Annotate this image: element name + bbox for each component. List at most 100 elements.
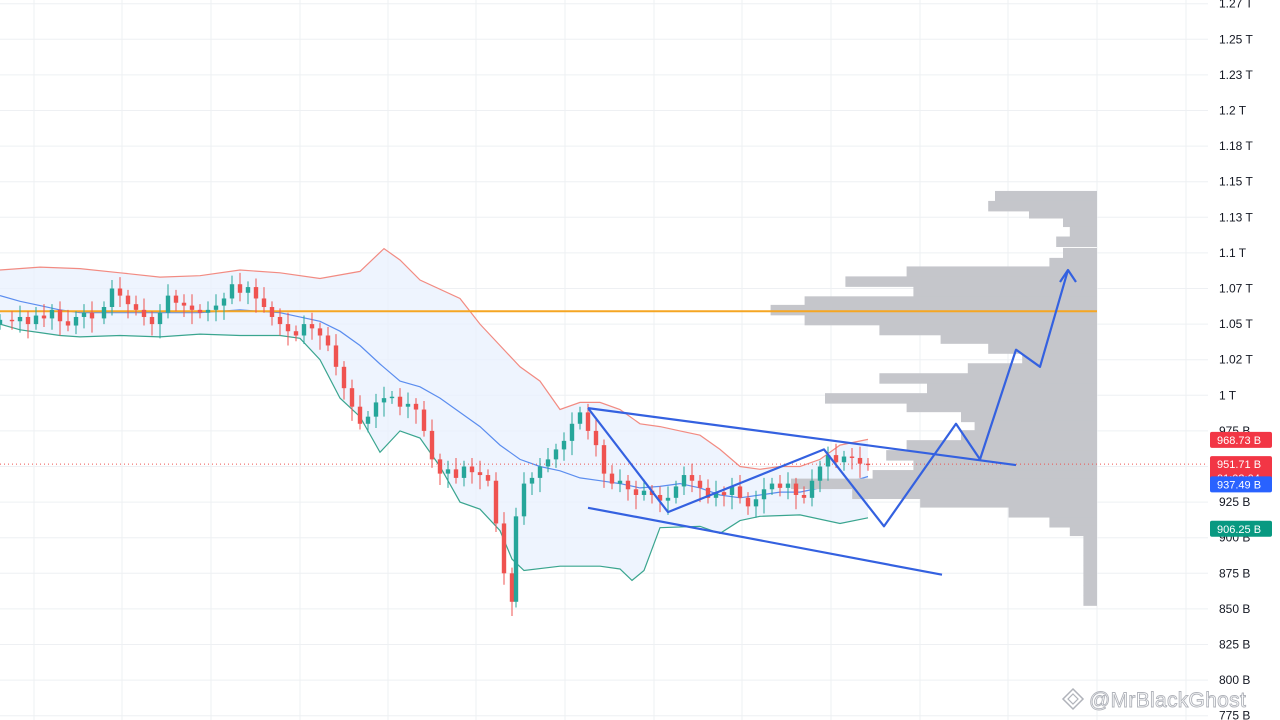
candle-down[interactable] xyxy=(421,409,427,431)
candle-down[interactable] xyxy=(849,456,855,458)
channel-upper-line[interactable] xyxy=(587,407,1017,467)
candle-down[interactable] xyxy=(309,324,315,329)
candle-down[interactable] xyxy=(277,316,283,325)
candle-down[interactable] xyxy=(453,469,459,478)
candle-up[interactable] xyxy=(641,490,647,495)
candle-down[interactable] xyxy=(485,475,491,481)
candle-down[interactable] xyxy=(657,494,663,501)
candle-up[interactable] xyxy=(785,483,791,488)
candle-down[interactable] xyxy=(413,403,419,410)
candle-down[interactable] xyxy=(269,307,275,317)
candle-down[interactable] xyxy=(25,316,31,325)
candle-down[interactable] xyxy=(625,480,631,490)
candle-up[interactable] xyxy=(841,456,847,463)
candle-up[interactable] xyxy=(729,486,735,495)
candle-up[interactable] xyxy=(681,475,687,487)
candle-down[interactable] xyxy=(149,316,155,325)
candle-up[interactable] xyxy=(761,489,767,500)
candle-down[interactable] xyxy=(501,523,507,574)
candle-up[interactable] xyxy=(529,477,535,484)
candle-up[interactable] xyxy=(101,307,107,319)
candle-up[interactable] xyxy=(81,312,87,317)
candle-up[interactable] xyxy=(545,459,551,467)
candle-down[interactable] xyxy=(57,309,63,322)
candle-up[interactable] xyxy=(673,486,679,498)
candle-down[interactable] xyxy=(745,497,751,507)
candle-up[interactable] xyxy=(365,416,371,424)
candle-down[interactable] xyxy=(721,492,727,495)
candle-down[interactable] xyxy=(777,483,783,488)
channel-lower-line[interactable] xyxy=(587,506,943,576)
candle-up[interactable] xyxy=(229,284,235,299)
candle-down[interactable] xyxy=(705,487,711,498)
candle-up[interactable] xyxy=(553,449,559,460)
candle-up[interactable] xyxy=(17,316,23,322)
candle-up[interactable] xyxy=(825,455,831,467)
candle-up[interactable] xyxy=(617,480,623,484)
candle-down[interactable] xyxy=(189,305,195,310)
trend-drawings[interactable] xyxy=(587,268,1077,576)
candle-down[interactable] xyxy=(697,480,703,488)
candle-up[interactable] xyxy=(461,466,467,478)
candle-up[interactable] xyxy=(809,480,815,498)
candle-down[interactable] xyxy=(585,412,591,431)
candle-up[interactable] xyxy=(49,309,55,319)
candle-down[interactable] xyxy=(857,457,863,464)
candle-down[interactable] xyxy=(601,445,607,474)
candle-down[interactable] xyxy=(593,430,599,446)
candle-up[interactable] xyxy=(713,492,719,498)
candle-down[interactable] xyxy=(237,284,243,293)
candle-down[interactable] xyxy=(349,388,355,407)
candle-up[interactable] xyxy=(205,309,211,313)
candle-up[interactable] xyxy=(445,469,451,474)
candle-up[interactable] xyxy=(381,398,387,403)
candle-down[interactable] xyxy=(633,489,639,495)
candle-down[interactable] xyxy=(117,288,123,296)
candle-down[interactable] xyxy=(9,319,15,322)
candle-down[interactable] xyxy=(737,486,743,498)
candle-down[interactable] xyxy=(285,324,291,332)
candle-down[interactable] xyxy=(253,287,259,299)
candle-up[interactable] xyxy=(665,497,671,501)
candle-down[interactable] xyxy=(133,304,139,310)
candle-down[interactable] xyxy=(173,295,179,303)
candle-up[interactable] xyxy=(769,483,775,490)
candle-up[interactable] xyxy=(0,319,3,325)
candle-down[interactable] xyxy=(609,473,615,484)
candle-up[interactable] xyxy=(373,402,379,417)
candle-down[interactable] xyxy=(325,335,331,346)
projection-path[interactable] xyxy=(587,269,1070,528)
candle-up[interactable] xyxy=(577,412,583,424)
candle-up[interactable] xyxy=(817,466,823,481)
candle-up[interactable] xyxy=(301,324,307,336)
candle-up[interactable] xyxy=(33,315,39,325)
candle-down[interactable] xyxy=(293,331,299,336)
candle-up[interactable] xyxy=(109,288,115,308)
candle-down[interactable] xyxy=(689,475,695,481)
candle-down[interactable] xyxy=(41,315,47,319)
candle-down[interactable] xyxy=(509,573,515,602)
candle-down[interactable] xyxy=(261,298,267,308)
candle-up[interactable] xyxy=(389,396,395,399)
candle-up[interactable] xyxy=(245,287,251,293)
candle-down[interactable] xyxy=(197,309,203,313)
candle-down[interactable] xyxy=(341,366,347,389)
candle-up[interactable] xyxy=(513,516,519,602)
candle-down[interactable] xyxy=(317,328,323,336)
candle-up[interactable] xyxy=(73,316,79,326)
candle-up[interactable] xyxy=(221,298,227,306)
candle-down[interactable] xyxy=(125,295,131,305)
candle-down[interactable] xyxy=(397,396,403,407)
candle-up[interactable] xyxy=(405,403,411,407)
candle-up[interactable] xyxy=(157,312,163,325)
candle-down[interactable] xyxy=(793,483,799,495)
candle-down[interactable] xyxy=(429,430,435,460)
candle-up[interactable] xyxy=(569,423,575,441)
candle-up[interactable] xyxy=(213,305,219,310)
candle-down[interactable] xyxy=(89,312,95,319)
candle-up[interactable] xyxy=(537,466,543,478)
candle-up[interactable] xyxy=(753,499,759,507)
projection-arrowhead[interactable] xyxy=(1059,268,1077,283)
candle-down[interactable] xyxy=(333,345,339,367)
